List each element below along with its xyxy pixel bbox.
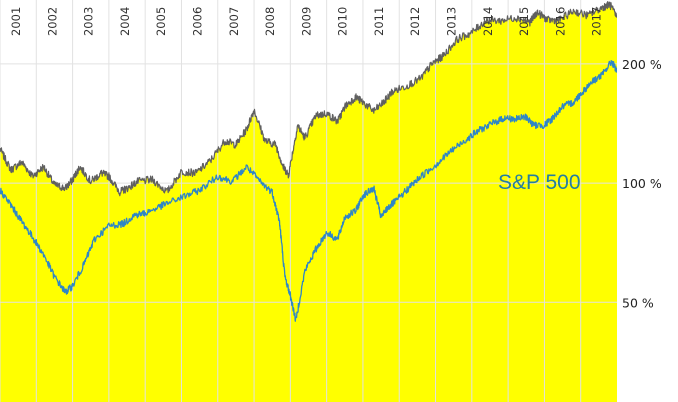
year-label: 2007 <box>227 7 241 36</box>
y-tick-label: 50 % <box>622 295 654 310</box>
year-label: 2010 <box>336 7 350 36</box>
year-label: 2001 <box>9 7 23 36</box>
y-tick-label: 200 % <box>622 57 662 72</box>
sp500-series-label: S&P 500 <box>498 171 581 194</box>
year-label: 2013 <box>445 7 459 36</box>
year-label: 2014 <box>481 7 495 36</box>
year-label: 2003 <box>82 7 96 36</box>
year-label: 2009 <box>299 7 313 36</box>
year-label: 2016 <box>553 7 567 36</box>
y-axis-labels: 50 % 100 % 200 % <box>622 57 662 310</box>
fund-line <box>0 1 617 197</box>
y-tick-label: 100 % <box>622 176 662 191</box>
year-labels: 2001 2002 2003 2004 2005 2006 2007 2008 2009 2010… <box>9 7 604 36</box>
year-label: 2017 <box>590 7 604 36</box>
year-label: 2002 <box>45 7 59 36</box>
sp500-line <box>0 59 617 322</box>
year-label: 2005 <box>154 7 168 36</box>
year-label: 2015 <box>517 7 531 36</box>
year-label: 2011 <box>372 7 386 36</box>
plot-area <box>0 0 617 402</box>
year-label: 2008 <box>263 7 277 36</box>
year-label: 2004 <box>118 7 132 36</box>
year-label: 2012 <box>408 7 422 36</box>
year-label: 2006 <box>190 7 204 36</box>
